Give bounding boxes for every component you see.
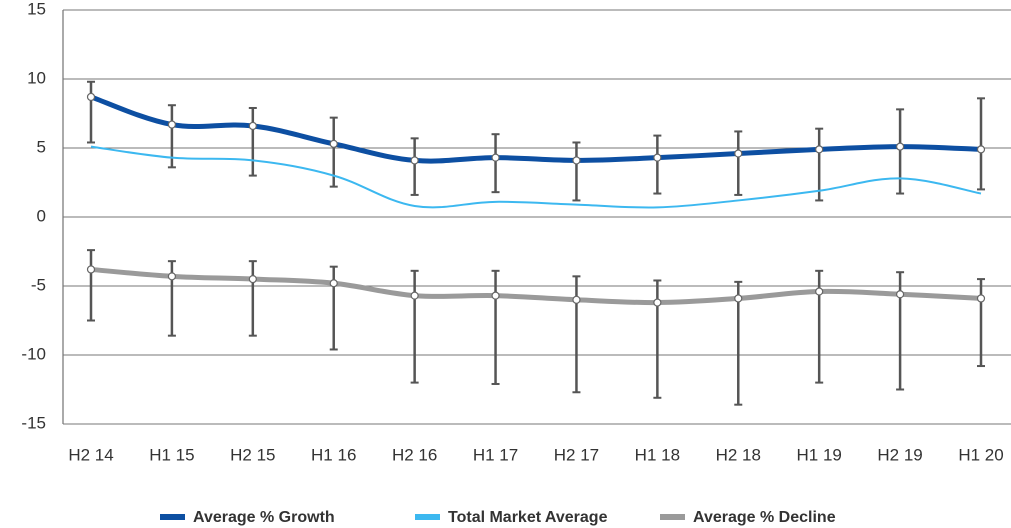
marker [895, 290, 905, 299]
marker [86, 92, 96, 102]
legend-swatch [160, 514, 185, 520]
marker [572, 156, 581, 165]
marker [167, 272, 177, 281]
marker [572, 295, 581, 304]
marker [410, 156, 419, 165]
x-tick-label: H2 19 [877, 445, 922, 464]
marker [491, 291, 500, 300]
x-tick-label: H1 15 [149, 445, 194, 464]
y-tick-label: -5 [31, 275, 46, 294]
x-tick-label: H2 18 [716, 445, 761, 464]
marker [653, 298, 662, 307]
marker [491, 153, 500, 162]
x-tick-label: H2 14 [68, 445, 113, 464]
marker [734, 294, 743, 303]
legend-swatch [660, 514, 685, 520]
legend-label: Total Market Average [448, 509, 608, 526]
marker [815, 287, 824, 296]
legend-label: Average % Decline [693, 509, 836, 526]
marker [815, 145, 824, 154]
marker [248, 275, 257, 284]
y-tick-label: 5 [37, 137, 46, 156]
marker [329, 279, 338, 288]
series-line [90, 94, 982, 164]
x-tick-label: H1 18 [635, 445, 680, 464]
y-tick-label: -15 [21, 413, 46, 432]
x-tick-label: H1 16 [311, 445, 356, 464]
series-line [90, 145, 982, 209]
marker [410, 291, 419, 300]
y-tick-label: 15 [27, 0, 46, 18]
marker [976, 294, 986, 303]
marker [86, 265, 96, 274]
marker [976, 145, 986, 154]
y-tick-label: -10 [21, 344, 46, 363]
marker [167, 120, 177, 129]
marker [248, 121, 257, 131]
marker [653, 153, 662, 162]
x-tick-label: H1 20 [958, 445, 1003, 464]
marker [734, 149, 743, 158]
x-tick-label: H1 19 [796, 445, 841, 464]
marker [329, 139, 338, 148]
marker [895, 142, 905, 151]
y-tick-label: 0 [37, 206, 46, 225]
legend-label: Average % Growth [193, 509, 335, 526]
legend-swatch [415, 514, 440, 520]
x-tick-label: H2 15 [230, 445, 275, 464]
y-tick-label: 10 [27, 68, 46, 87]
x-tick-label: H2 17 [554, 445, 599, 464]
x-tick-label: H2 16 [392, 445, 437, 464]
x-tick-label: H1 17 [473, 445, 518, 464]
